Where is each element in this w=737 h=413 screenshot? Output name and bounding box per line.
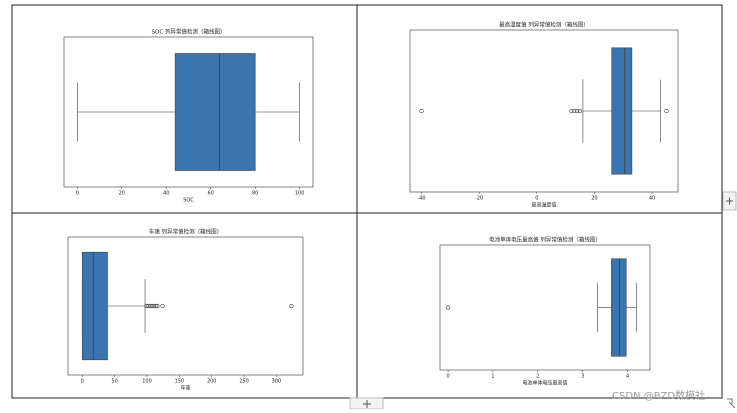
outlier [569, 108, 574, 114]
outlier [153, 303, 159, 309]
x-tick-label: 40 [649, 196, 655, 202]
x-tick-label: 100 [142, 379, 152, 385]
chart-title: SOC 列异常值检测（箱线图） [152, 28, 226, 36]
x-axis-label: 最高温度值 [531, 202, 556, 209]
add-column-button[interactable] [722, 191, 737, 211]
outlier [664, 108, 669, 114]
x-tick-label: 0 [535, 196, 538, 202]
outlier [155, 303, 160, 309]
watermark: CSDN @BZD数模社 [612, 389, 705, 402]
x-tick-label: 60 [208, 191, 214, 197]
x-tick-label: 0 [76, 191, 79, 197]
outlier [419, 108, 424, 114]
x-tick-label: 20 [591, 196, 597, 202]
x-tick-label: 150 [175, 379, 185, 385]
plot-frame [409, 29, 679, 193]
x-tick-label: -40 [417, 196, 425, 202]
x-axis-label: 电池单体电压最高值 [522, 380, 567, 387]
outlier [445, 305, 451, 310]
box [81, 251, 108, 361]
x-tick-label: -20 [475, 196, 483, 202]
outlier [152, 303, 157, 309]
x-tick-label: 80 [252, 191, 258, 197]
plot-frame [63, 36, 314, 188]
x-tick-label: 0 [446, 374, 449, 380]
x-tick-label: 4 [626, 374, 629, 380]
x-tick-label: 50 [111, 379, 117, 385]
outlier [572, 108, 577, 114]
x-axis-label: 车速 [180, 385, 190, 392]
x-tick-label: 1 [491, 374, 494, 380]
x-tick-label: 20 [119, 191, 125, 197]
chart-title: 电池单体电压最高值 列异常值检测（箱线图） [489, 236, 601, 244]
x-tick-label: 2 [536, 374, 539, 380]
plot-frame [439, 244, 651, 371]
chart-title: 最高温度值 列异常值检测（箱线图） [499, 21, 589, 29]
outlier [577, 108, 583, 114]
outlier [575, 108, 580, 114]
x-tick-label: 250 [239, 379, 249, 385]
x-tick-label: 300 [272, 379, 282, 385]
outlier [289, 303, 294, 309]
x-axis-label: SOC [183, 198, 194, 204]
x-tick-label: 40 [163, 191, 169, 197]
box [174, 53, 256, 171]
x-tick-label: 100 [295, 191, 305, 197]
resize-handle[interactable] [727, 398, 736, 409]
add-row-button[interactable] [349, 397, 384, 410]
x-tick-label: 200 [207, 379, 217, 385]
plot-frame [67, 236, 304, 376]
x-tick-label: 0 [81, 379, 84, 385]
x-tick-label: 3 [581, 374, 584, 380]
box [611, 47, 633, 175]
box [611, 258, 627, 357]
chart-title: 车速 列异常值检测（箱线图） [149, 228, 222, 236]
outlier [160, 303, 165, 309]
